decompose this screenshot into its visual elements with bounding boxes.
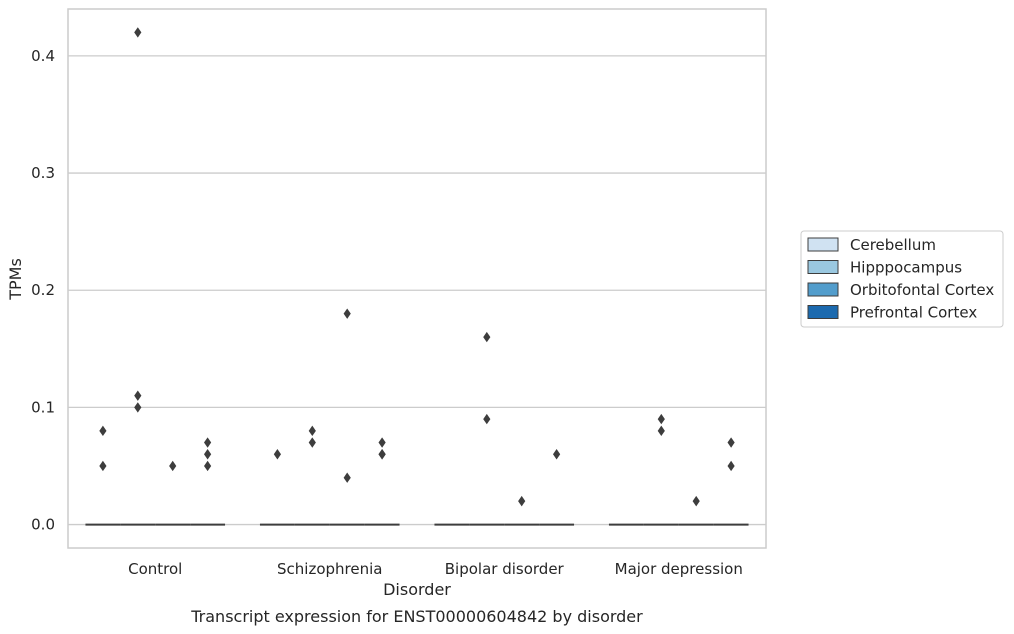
x-axis-ticks: Control Schizophrenia Bipolar disorder Majo…: [128, 560, 743, 578]
y-tick-label: 0.1: [31, 398, 55, 416]
outlier-point: [343, 308, 351, 319]
outlier-point: [134, 27, 142, 38]
outlier-point: [378, 437, 386, 448]
legend-frame: [800, 230, 1004, 328]
outlier-point: [308, 437, 316, 448]
legend-label: Prefrontal Cortex: [850, 304, 977, 322]
y-tick-label: 0.3: [31, 164, 55, 182]
outlier-point: [273, 449, 281, 460]
outlier-point: [378, 449, 386, 460]
outlier-point: [553, 449, 561, 460]
legend-label: Hipppocampus: [850, 259, 962, 277]
x-axis-label: Disorder: [383, 580, 451, 599]
x-tick-label: Control: [128, 560, 182, 578]
y-tick-label: 0.0: [31, 516, 55, 534]
chart-caption: Transcript expression for ENST0000060484…: [190, 607, 643, 626]
outlier-point: [692, 495, 700, 507]
legend-label: Orbitofontal Cortex: [850, 281, 994, 299]
outlier-point: [134, 402, 142, 413]
x-tick-label: Major depression: [615, 560, 743, 578]
outlier-point: [204, 460, 212, 472]
outlier-point: [727, 460, 735, 472]
legend: Cerebellum Hipppocampus Orbitofontal Corte…: [800, 230, 1004, 328]
x-tick-label: Schizophrenia: [277, 560, 382, 578]
outlier-point: [204, 437, 212, 448]
outlier-point: [727, 437, 735, 448]
plot-area: [67, 8, 767, 549]
outlier-point: [518, 495, 526, 507]
x-tick-label: Bipolar disorder: [445, 560, 565, 578]
y-axis-label: TPMs: [6, 258, 25, 301]
outlier-point: [657, 425, 665, 437]
legend-swatch: [807, 260, 839, 274]
legend-swatch: [807, 282, 839, 297]
legend-swatch: [807, 305, 839, 319]
outlier-point: [657, 413, 665, 425]
outlier-point: [204, 449, 212, 460]
outlier-point: [343, 472, 351, 483]
y-tick-label: 0.4: [31, 47, 55, 65]
outlier-point: [169, 460, 177, 472]
outlier-point: [483, 413, 491, 425]
y-axis-ticks: 0.0 0.1 0.2 0.3 0.4: [31, 47, 55, 534]
outlier-point: [308, 425, 316, 437]
legend-label: Cerebellum: [850, 236, 936, 254]
y-tick-label: 0.2: [31, 281, 55, 299]
outlier-point: [99, 425, 107, 437]
outlier-point: [99, 460, 107, 472]
outlier-points: [99, 27, 735, 507]
outlier-point: [483, 331, 491, 343]
outlier-point: [134, 390, 142, 401]
legend-swatch: [807, 237, 839, 252]
